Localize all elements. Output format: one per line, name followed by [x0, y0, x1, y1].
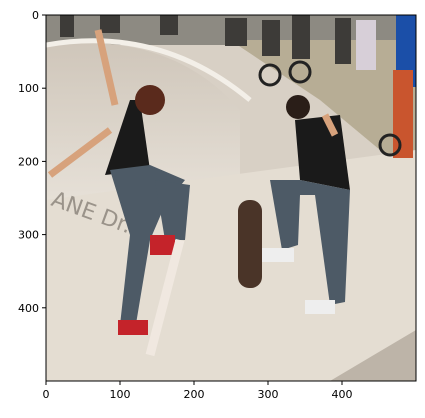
y-axis: 0 100 200 300 400 — [18, 9, 46, 315]
y-tick-label: 400 — [18, 302, 39, 315]
skateboard-center — [238, 200, 262, 288]
x-tick-label: 200 — [184, 388, 205, 401]
x-tick-label: 300 — [258, 388, 279, 401]
x-tick-label: 100 — [110, 388, 131, 401]
banner — [396, 15, 416, 87]
spectators — [60, 15, 413, 158]
x-axis: 0 100 200 300 400 — [43, 381, 353, 401]
y-tick-label: 300 — [18, 229, 39, 242]
y-tick-label: 100 — [18, 82, 39, 95]
x-tick-label: 0 — [43, 388, 50, 401]
y-tick-label: 0 — [32, 9, 39, 22]
x-tick-label: 400 — [332, 388, 353, 401]
bikes — [258, 60, 402, 157]
skater-left — [47, 29, 190, 357]
y-tick-label: 200 — [18, 155, 39, 168]
axes-frame — [45, 14, 417, 382]
photo: ANE Dr. — [46, 15, 416, 381]
skater-right — [262, 95, 350, 314]
